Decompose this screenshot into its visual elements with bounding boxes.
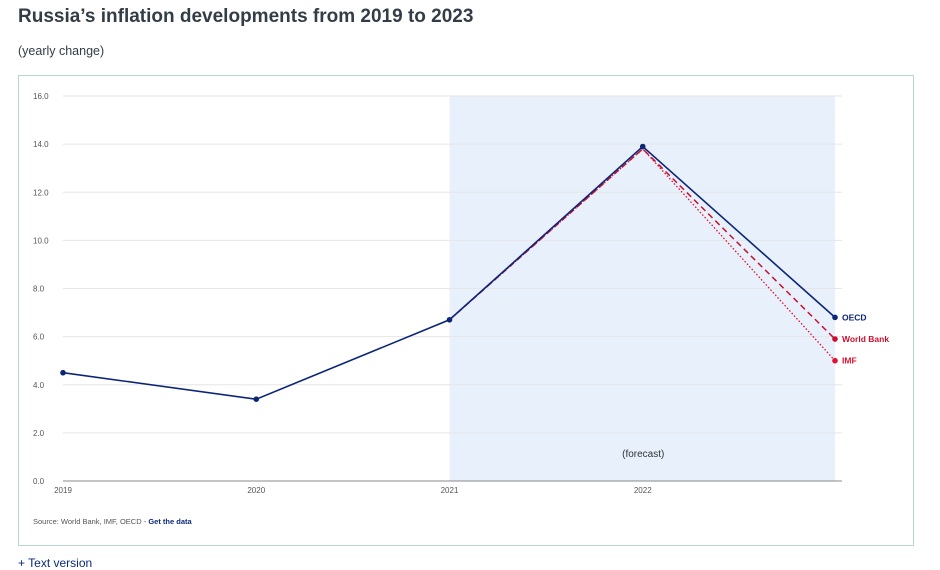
oecd-data-point (253, 396, 260, 402)
source-text: Source: World Bank, IMF, OECD - (33, 517, 149, 526)
oecd-data-point (446, 316, 453, 323)
imf-data-point (832, 357, 838, 364)
text-version-label: Text version (28, 556, 93, 570)
x-tick-label: 2022 (634, 486, 652, 495)
y-tick-label: 2.0 (33, 429, 45, 438)
y-tick-label: 0.0 (33, 477, 45, 486)
y-tick-label: 6.0 (33, 333, 45, 342)
x-tick-label: 2019 (54, 486, 72, 495)
plus-icon: + (18, 556, 26, 570)
imf-series-label: IMF (842, 356, 857, 366)
forecast-label: (forecast) (622, 449, 664, 460)
imf-series-line (449, 148, 836, 362)
text-version-toggle[interactable]: + Text version (18, 556, 92, 570)
y-tick-label: 4.0 (33, 381, 45, 390)
oecd-data-point (832, 314, 838, 321)
y-tick-label: 14.0 (33, 140, 49, 149)
oecd-data-point (60, 369, 66, 376)
chart-title: Russia’s inflation developments from 201… (18, 6, 474, 27)
world-bank-series-label: World Bank (842, 334, 889, 344)
chart-container: 0.0 2.0 4.0 6.0 8.0 10.0 12.0 14.0 16.0 2019 2020 2… (18, 75, 914, 546)
chart-subtitle: (yearly change) (18, 44, 105, 58)
inflation-line-chart: 0.0 2.0 4.0 6.0 8.0 10.0 12.0 14.0 16.0 2019 2020 2… (33, 92, 889, 495)
get-the-data-link[interactable]: Get the data (148, 517, 192, 526)
oecd-data-point (639, 143, 646, 150)
y-tick-label: 8.0 (33, 285, 45, 294)
x-tick-label: 2020 (247, 486, 265, 495)
oecd-series-label: OECD (842, 312, 867, 322)
x-tick-label: 2021 (441, 486, 459, 495)
y-tick-label: 16.0 (33, 92, 49, 101)
y-tick-label: 12.0 (33, 188, 49, 197)
world-bank-data-point (832, 336, 838, 342)
y-tick-label: 10.0 (33, 236, 49, 245)
source-note: Source: World Bank, IMF, OECD - Get the … (33, 517, 192, 526)
